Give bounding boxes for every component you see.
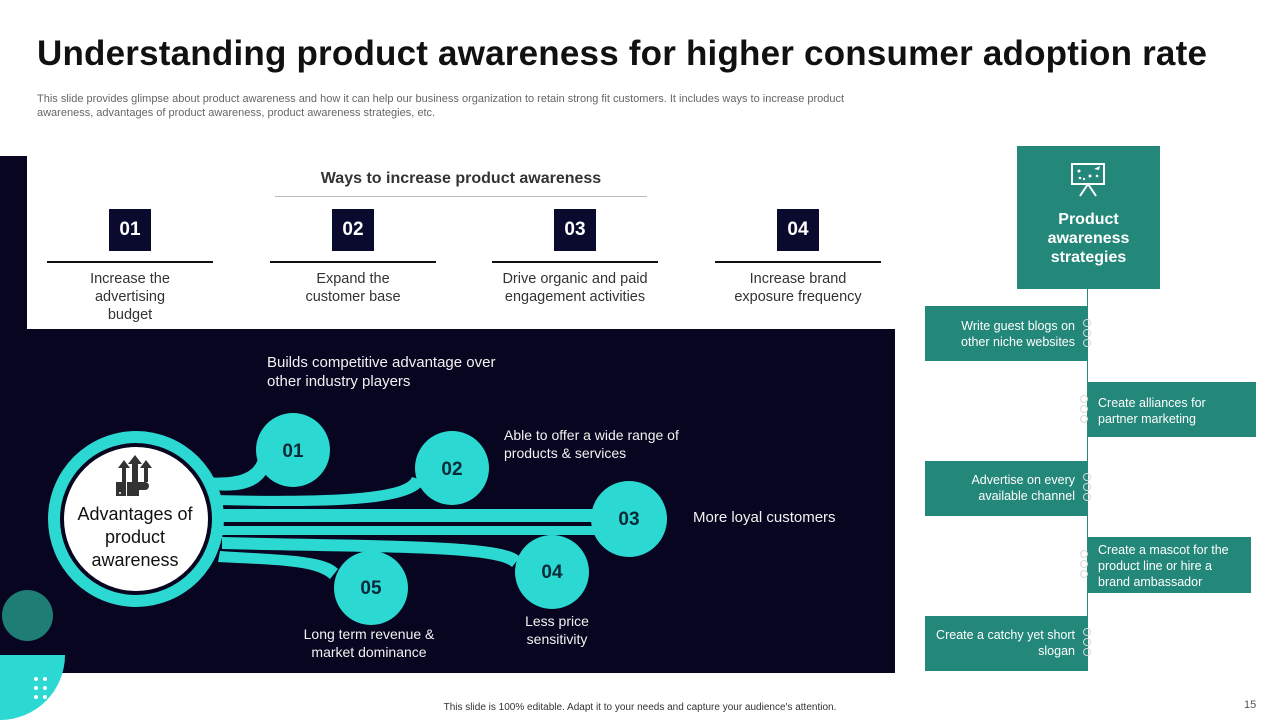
strategy-box: Create a mascot for the product line or … (1088, 537, 1251, 593)
hub-center (64, 447, 208, 591)
way-number: 04 (777, 209, 819, 251)
advantage-number: 05 (360, 578, 382, 599)
tentacle-03b (222, 526, 600, 535)
advantages-diagram (48, 413, 667, 625)
strategies-title: Product awareness strategies (1047, 211, 1130, 266)
page-number: 15 (1244, 699, 1257, 711)
way-number: 01 (109, 209, 151, 251)
advantage-number: 02 (441, 459, 463, 480)
footer-note: This slide is 100% editable. Adapt it to… (443, 702, 837, 713)
advantage-number: 04 (541, 562, 563, 583)
binder-rings (1083, 319, 1093, 349)
decorative-dots (34, 677, 47, 699)
way-divider (270, 261, 436, 263)
advantage-label: Long term revenue & market dominance (303, 626, 435, 660)
strategy-box: Create a catchy yet short slogan (925, 616, 1088, 671)
advantage-label: More loyal customers (693, 509, 836, 526)
advantage-number: 03 (618, 509, 640, 530)
growth-arrows-hand-icon (116, 455, 152, 496)
way-item: 01 Increase the advertising budget (47, 209, 213, 324)
strategy-box: Write guest blogs on other niche website… (925, 306, 1088, 361)
way-text: Expand the customer base (305, 271, 401, 305)
binder-rings (1083, 628, 1093, 658)
decorative-circle (2, 590, 53, 641)
way-item: 02 Expand the customer base (270, 209, 436, 306)
slide-subtitle: This slide provides glimpse about produc… (37, 93, 845, 119)
binder-rings (1080, 550, 1090, 580)
way-number: 03 (554, 209, 596, 251)
strategy-board-icon (1071, 163, 1105, 197)
advantage-number: 01 (282, 441, 304, 462)
way-item: 04 Increase brand exposure frequency (715, 209, 881, 306)
advantage-label: Builds competitive advantage over other … (267, 354, 496, 390)
way-text: Increase brand exposure frequency (734, 271, 862, 305)
bubble-01 (256, 413, 330, 487)
strategy-box: Create alliances for partner marketing (1088, 382, 1256, 437)
ways-heading: Ways to increase product awareness (275, 170, 647, 197)
way-divider (47, 261, 213, 263)
way-text: Drive organic and paid engagement activi… (502, 271, 648, 305)
tentacle-01 (200, 449, 272, 491)
tentacle-02 (215, 477, 425, 507)
hub-title: Advantages of product awareness (77, 504, 193, 570)
slide-title: Understanding product awareness for high… (37, 34, 1208, 73)
way-number: 02 (332, 209, 374, 251)
binder-rings (1083, 473, 1093, 503)
tentacle-03a (222, 509, 600, 522)
binder-rings (1080, 395, 1090, 425)
bubble-04 (515, 535, 589, 609)
advantage-label: Able to offer a wide range of products &… (504, 427, 679, 461)
bubble-05 (334, 551, 408, 625)
way-item: 03 Drive organic and paid engagement act… (492, 209, 658, 306)
bubble-03 (591, 481, 667, 557)
bubble-02 (415, 431, 489, 505)
strategies-header: Product awareness strategies (1017, 146, 1160, 289)
way-text: Increase the advertising budget (90, 271, 170, 323)
tentacle-05 (218, 551, 338, 579)
way-divider (715, 261, 881, 263)
advantage-label: Less price sensitivity (525, 613, 589, 647)
way-divider (492, 261, 658, 263)
strategy-box: Advertise on every available channel (925, 461, 1088, 516)
